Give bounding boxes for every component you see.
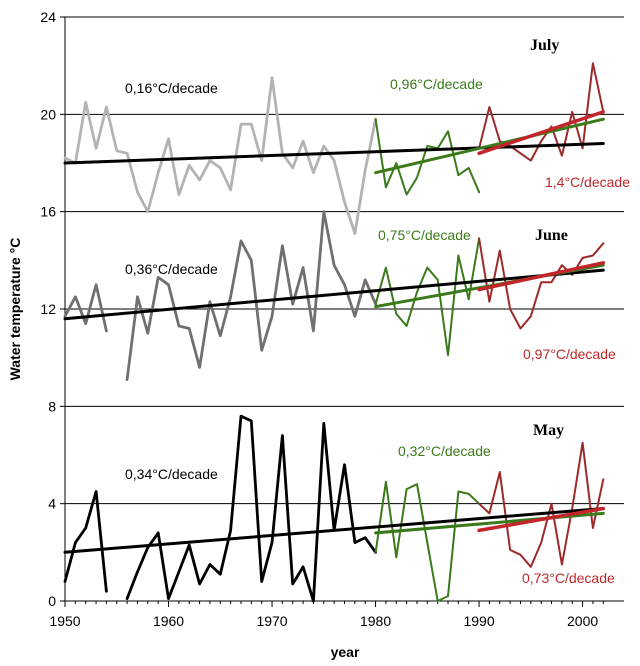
y-tick-label: 4: [48, 496, 56, 512]
x-tick-label: 1990: [463, 613, 494, 629]
x-tick-label: 1950: [49, 613, 80, 629]
x-tick-label: 1960: [153, 613, 184, 629]
june-green-trend-label: 0,75°C/decade: [378, 227, 471, 243]
july-red-trend-label: 1,4°C/decade: [545, 174, 630, 190]
july-green-trend-label: 0,96°C/decade: [390, 76, 483, 92]
y-axis-label: Water temperature °C: [7, 238, 23, 381]
y-tick-label: 0: [48, 593, 56, 609]
june-series-line: [125, 210, 378, 382]
may-red-trend: [477, 506, 606, 533]
may-title: May: [533, 422, 564, 439]
july-title: July: [530, 37, 559, 54]
may-overall-trend: [63, 507, 605, 554]
july-overall-trend-label: 0,16°C/decade: [125, 80, 218, 96]
june-title: June: [535, 227, 568, 244]
july-green-line: [374, 118, 481, 196]
x-tick-label: 2000: [567, 613, 598, 629]
may-overall-trend-label: 0,34°C/decade: [125, 466, 218, 482]
july-red-trend: [477, 110, 606, 156]
y-tick-label: 24: [40, 9, 56, 25]
july-red-line: [478, 62, 605, 162]
june-red-trend-label: 0,97°C/decade: [523, 346, 616, 362]
may-red-trend-label: 0,73°C/decade: [522, 570, 615, 586]
x-axis-label: year: [331, 644, 360, 660]
may-green-trend-label: 0,32°C/decade: [398, 443, 491, 459]
june-series-line: [63, 283, 108, 333]
y-tick-label: 20: [40, 106, 56, 122]
may-series-line: [125, 414, 378, 603]
x-tick-label: 1970: [256, 613, 287, 629]
june-overall-trend: [63, 268, 605, 321]
june-red-line: [478, 237, 605, 330]
y-tick-label: 16: [40, 204, 56, 220]
july-series-line: [63, 76, 378, 236]
june-green-line: [374, 237, 481, 357]
may-green-line: [374, 480, 481, 602]
july-green-trend: [374, 117, 605, 175]
y-tick-label: 12: [40, 301, 56, 317]
may-red-line: [478, 441, 605, 568]
x-tick-label: 1980: [360, 613, 391, 629]
june-overall-trend-label: 0,36°C/decade: [125, 261, 218, 277]
july-overall-trend: [63, 142, 605, 165]
y-tick-label: 8: [48, 398, 56, 414]
may-series-line: [63, 490, 108, 593]
june-red-trend: [477, 261, 606, 292]
